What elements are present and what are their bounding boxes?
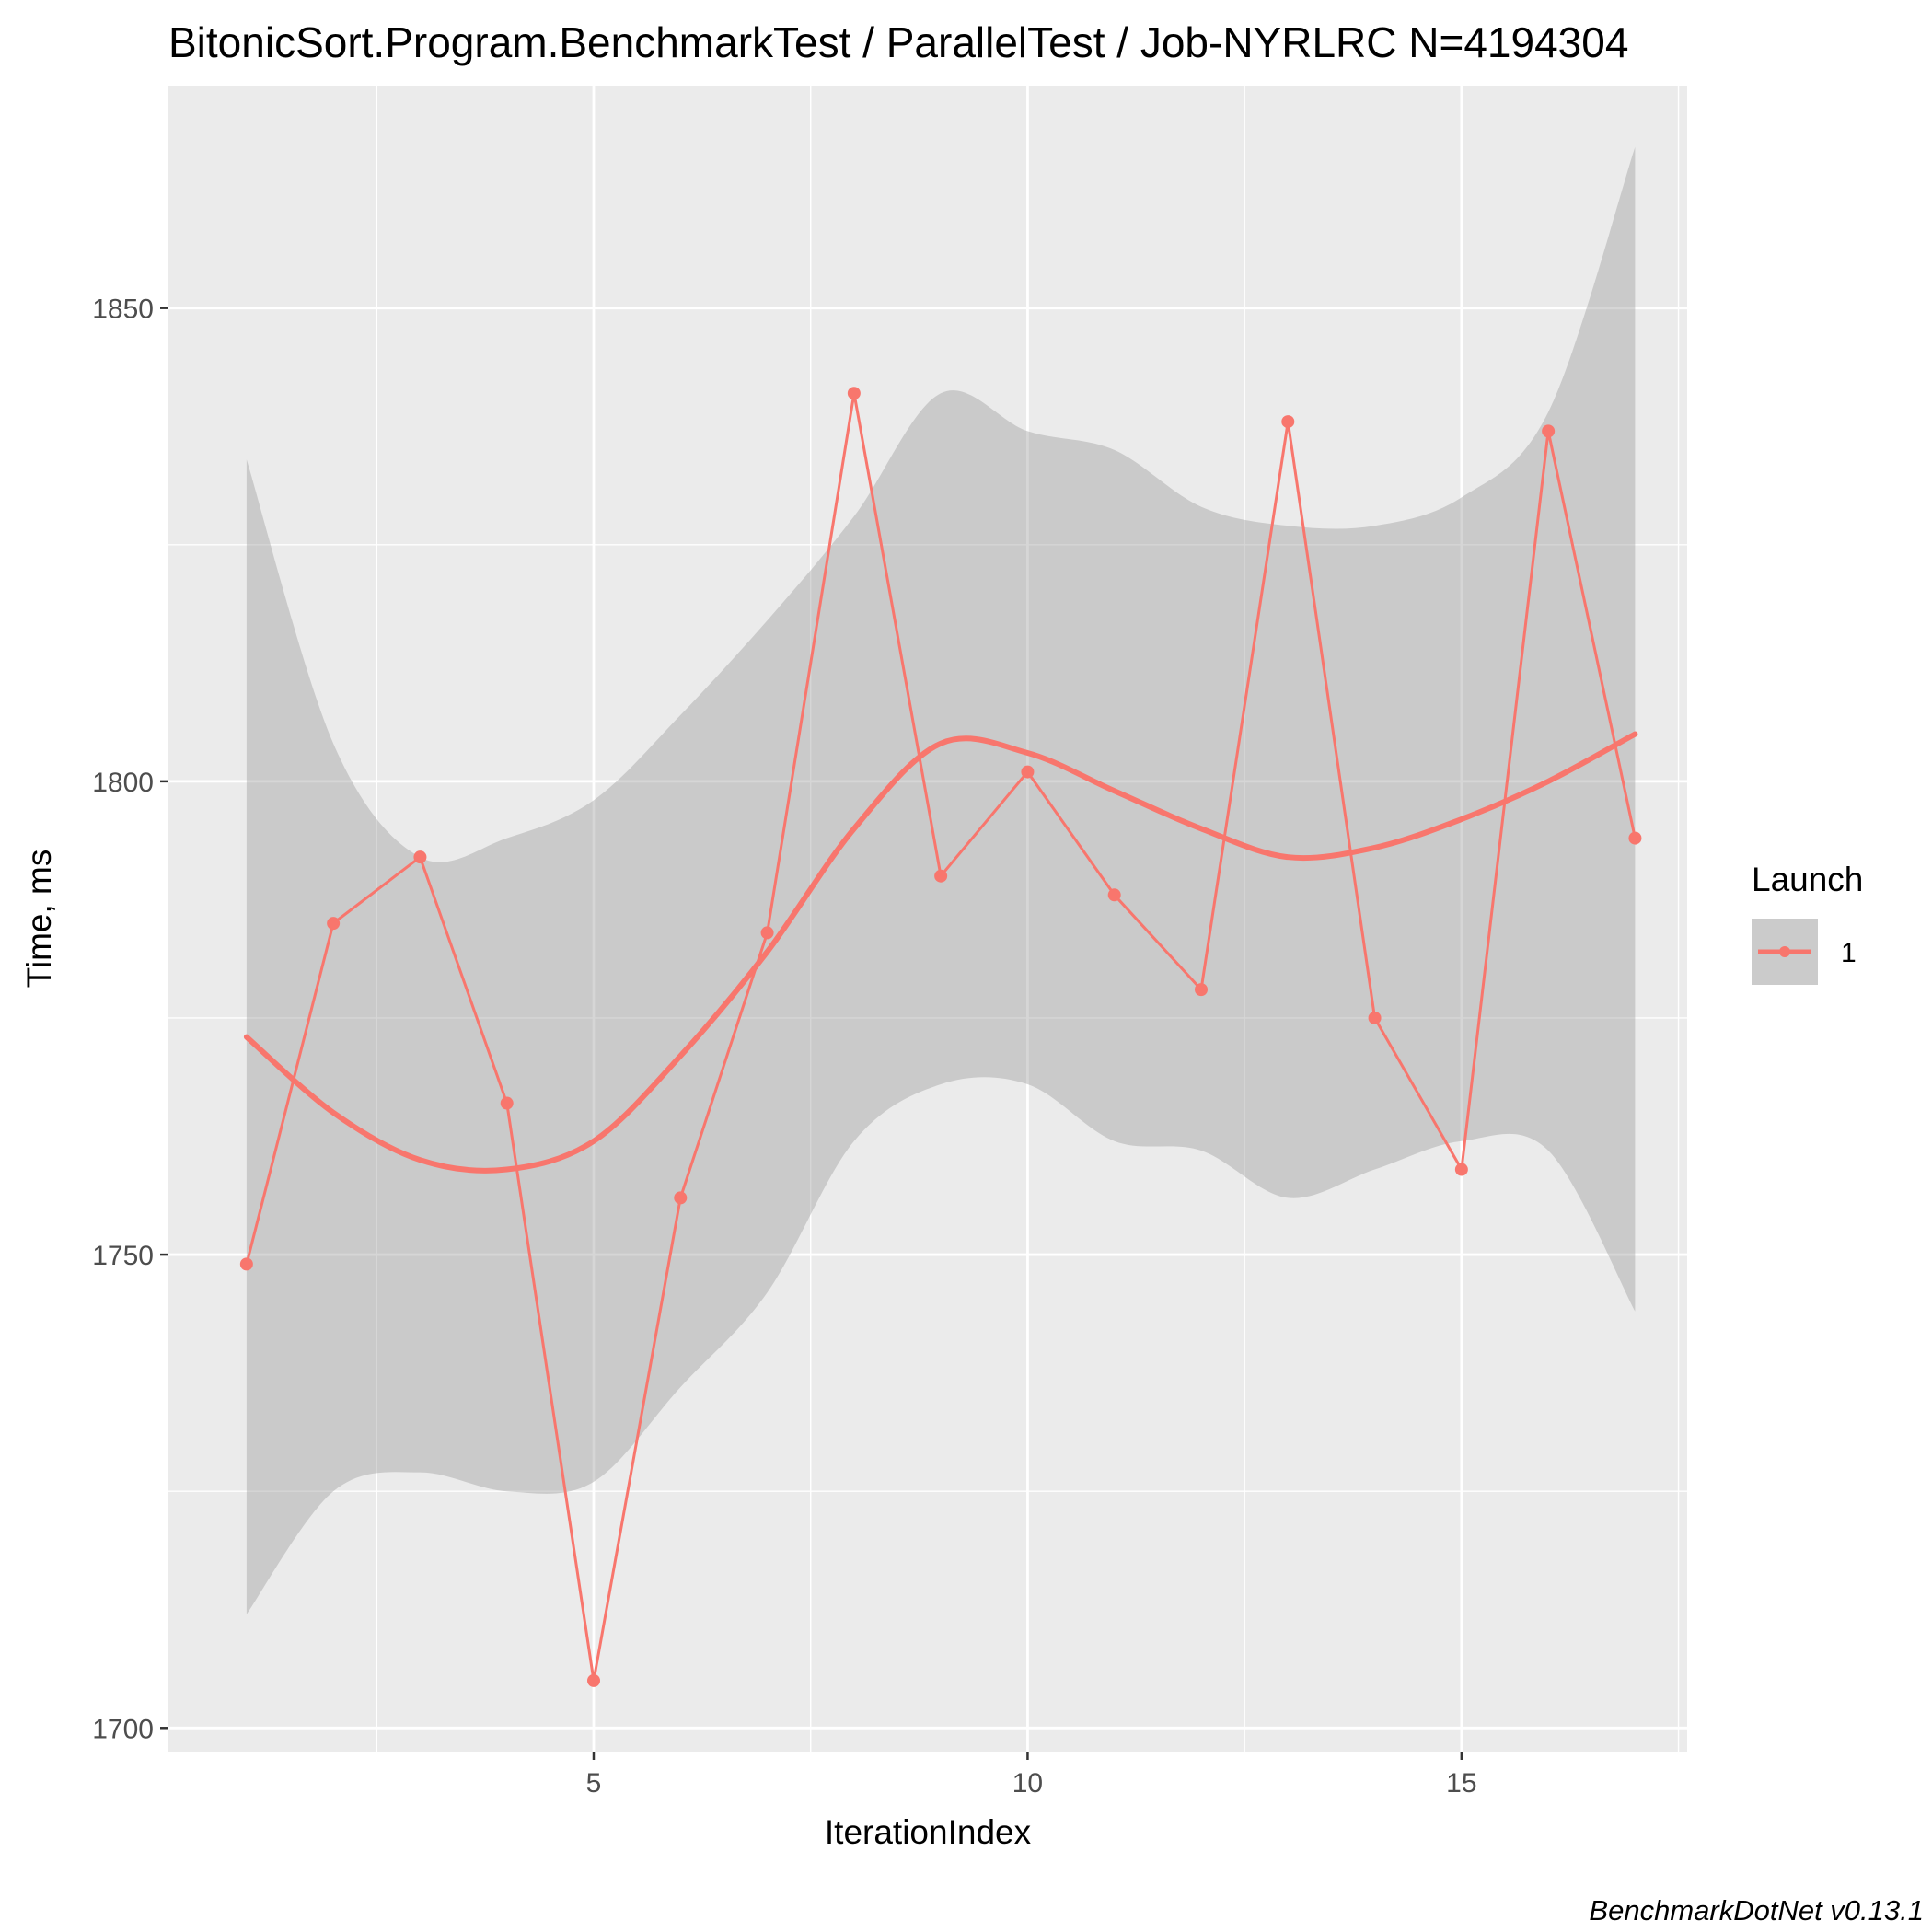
caption: BenchmarkDotNet v0.13.1 — [1589, 1894, 1924, 1926]
legend-key-point — [1779, 946, 1790, 957]
data-point — [327, 917, 341, 931]
data-point — [674, 1191, 688, 1205]
data-point — [1454, 1163, 1468, 1176]
data-point — [934, 869, 948, 883]
y-tick-label: 1700 — [92, 1714, 154, 1744]
data-point — [587, 1673, 600, 1687]
legend-title: Launch — [1752, 861, 1863, 898]
legend: Launch 1 — [1752, 861, 1863, 985]
x-tick-label: 5 — [586, 1768, 602, 1799]
data-point — [1368, 1011, 1382, 1024]
grid — [168, 86, 1687, 1752]
data-point — [1107, 888, 1121, 902]
plot-panel — [168, 86, 1687, 1752]
data-point — [1195, 983, 1208, 997]
axes: 1700 1750 1800 1850 5 10 15 — [92, 295, 1476, 1799]
x-tick-label: 15 — [1446, 1768, 1476, 1799]
data-point — [1628, 831, 1642, 845]
data-point — [1021, 765, 1035, 779]
smooth-trend-line — [243, 731, 1638, 1174]
data-point — [500, 1096, 514, 1110]
data-point — [1542, 424, 1556, 438]
data-point — [847, 387, 861, 400]
x-axis-title: IterationIndex — [825, 1813, 1032, 1851]
data-point — [760, 926, 774, 940]
data-point — [1281, 415, 1295, 429]
legend-entry-label: 1 — [1841, 938, 1857, 968]
y-axis-title: Time, ms — [20, 850, 58, 989]
y-tick-label: 1800 — [92, 768, 154, 798]
data-point — [413, 850, 427, 864]
series-layer — [239, 387, 1642, 1687]
y-tick-label: 1850 — [92, 295, 154, 325]
x-tick-label: 10 — [1012, 1768, 1043, 1799]
y-tick-label: 1750 — [92, 1241, 154, 1271]
data-point — [239, 1257, 253, 1271]
chart-title: BitonicSort.Program.BenchmarkTest / Para… — [168, 18, 1628, 66]
